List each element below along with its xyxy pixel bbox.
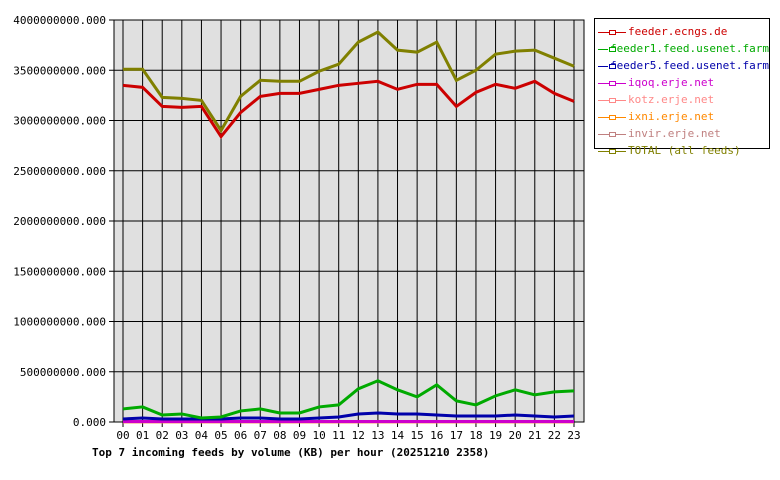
x-tick-label: 13 (371, 429, 384, 442)
series-line (123, 30, 575, 134)
legend-swatch-icon (598, 112, 626, 122)
legend-swatch-icon (598, 27, 626, 37)
x-tick-label: 19 (489, 429, 502, 442)
x-tick-label: 23 (567, 429, 580, 442)
legend-label: invir.erje.net (628, 127, 721, 140)
y-axis: 0.000 500000000.000 1000000000.000 15000000… (13, 14, 106, 429)
legend: feeder.ecngs.de feeder1.feed.usenet.farm f… (594, 18, 770, 157)
x-tick-label: 07 (254, 429, 267, 442)
y-tick-label: 3000000000.000 (13, 115, 106, 128)
legend-label: ixni.erje.net (628, 110, 715, 123)
x-tick-label: 14 (391, 429, 405, 442)
x-tick-label: 11 (332, 429, 345, 442)
legend-item: ixni.erje.net (595, 108, 769, 125)
legend-item: feeder.ecngs.de (595, 23, 769, 40)
x-tick-label: 15 (411, 429, 424, 442)
legend-swatch-icon (598, 61, 616, 71)
x-tick-label: 17 (450, 429, 463, 442)
legend-label: iqoq.erje.net (628, 76, 715, 89)
legend-swatch-icon (598, 78, 626, 88)
x-tick-label: 20 (509, 429, 522, 442)
legend-label: feeder5.feed.usenet.farm (610, 59, 769, 72)
legend-swatch-icon (598, 146, 626, 156)
y-tick-label: 4000000000.000 (13, 14, 106, 27)
legend-item: TOTAL (all feeds) (595, 142, 769, 159)
x-axis: 00 01 02 03 04 05 06 07 08 09 10 11 12 13 14 15 16 17 18 19… (116, 429, 580, 442)
y-tick-label: 3500000000.000 (13, 64, 106, 77)
x-tick-label: 16 (430, 429, 443, 442)
x-tick-label: 03 (175, 429, 188, 442)
series-line (122, 79, 575, 140)
legend-label: feeder.ecngs.de (628, 25, 728, 38)
x-tick-label: 01 (136, 429, 149, 442)
x-tick-label: 06 (234, 429, 247, 442)
y-tick-label: 0.000 (73, 416, 106, 429)
legend-swatch-icon (598, 129, 626, 139)
legend-item: feeder1.feed.usenet.farm (595, 40, 769, 57)
x-tick-label: 10 (312, 429, 325, 442)
y-tick-label: 500000000.000 (20, 366, 106, 379)
y-tick-label: 1500000000.000 (13, 265, 106, 278)
x-tick-label: 09 (293, 429, 306, 442)
x-tick-label: 04 (195, 429, 209, 442)
y-tick-label: 2000000000.000 (13, 215, 106, 228)
x-tick-label: 00 (116, 429, 129, 442)
legend-swatch-icon (598, 95, 626, 105)
legend-label: TOTAL (all feeds) (628, 144, 741, 157)
legend-item: iqoq.erje.net (595, 74, 769, 91)
x-tick-label: 12 (352, 429, 365, 442)
legend-label: kotz.erje.net (628, 93, 715, 106)
legend-swatch-icon (598, 44, 616, 54)
y-tick-label: 1000000000.000 (13, 316, 106, 329)
series-line (122, 379, 575, 420)
x-tick-label: 21 (528, 429, 541, 442)
x-tick-label: 02 (156, 429, 169, 442)
legend-label: feeder1.feed.usenet.farm (610, 42, 769, 55)
x-tick-label: 05 (214, 429, 227, 442)
series-line (122, 411, 575, 421)
x-tick-label: 18 (469, 429, 482, 442)
x-tick-label: 22 (548, 429, 561, 442)
series-lines (122, 30, 575, 424)
y-tick-label: 2500000000.000 (13, 165, 106, 178)
x-tick-label: 08 (273, 429, 286, 442)
legend-item: kotz.erje.net (595, 91, 769, 108)
chart-title: Top 7 incoming feeds by volume (KB) per … (92, 446, 489, 459)
legend-item: feeder5.feed.usenet.farm (595, 57, 769, 74)
legend-item: invir.erje.net (595, 125, 769, 142)
